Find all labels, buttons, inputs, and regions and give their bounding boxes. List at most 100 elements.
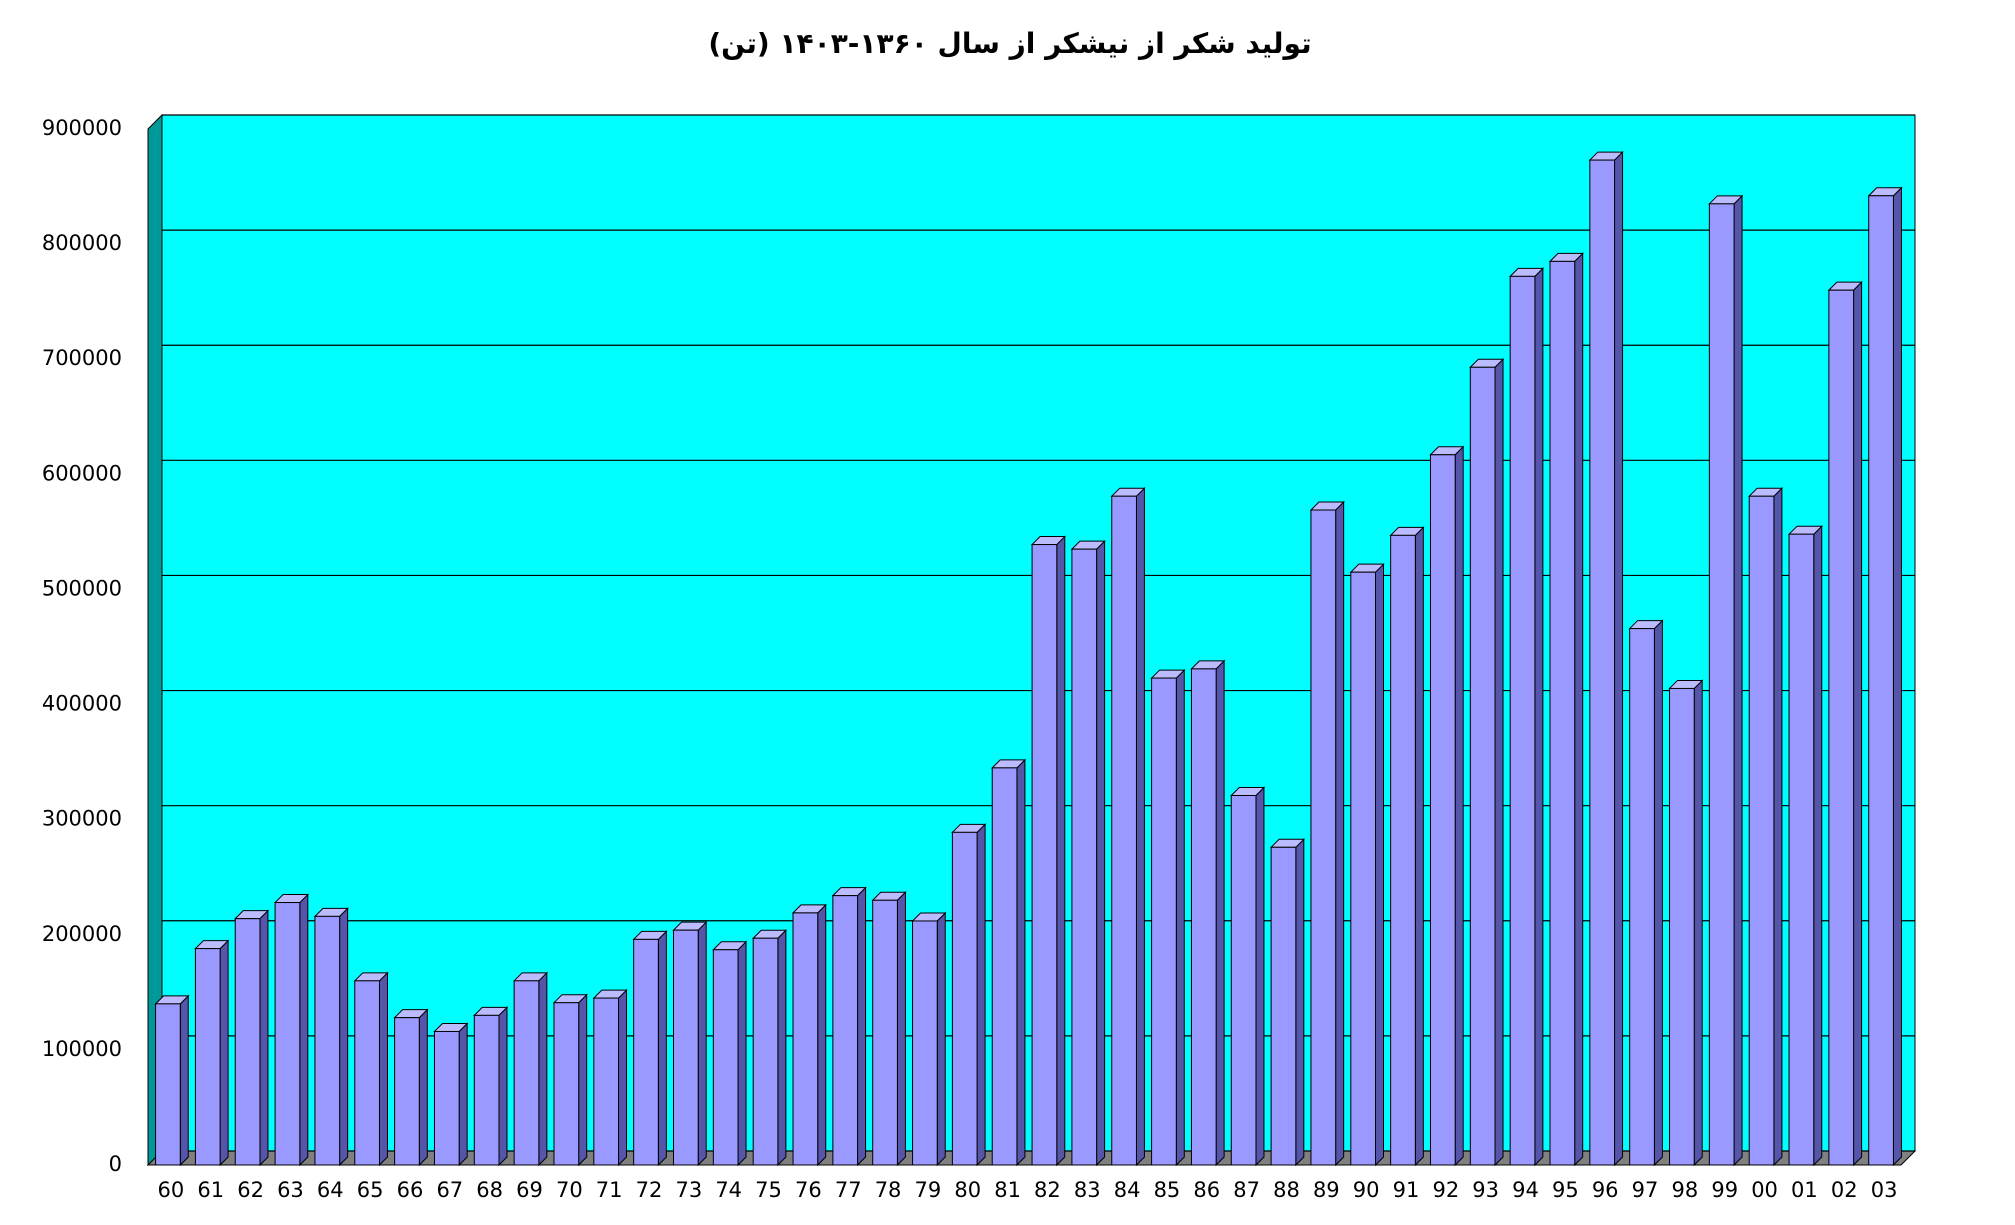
- bar-side: [1414, 526, 1424, 1167]
- bar: [1429, 454, 1456, 1166]
- bar-side: [458, 1022, 468, 1167]
- x-tick-label: 81: [994, 1178, 1021, 1202]
- bar: [1190, 668, 1217, 1166]
- x-tick-label: 91: [1393, 1178, 1420, 1202]
- bar: [712, 949, 739, 1166]
- bar: [194, 948, 221, 1166]
- bar: [1549, 260, 1576, 1166]
- x-tick-label: 60: [158, 1178, 185, 1202]
- bar: [1748, 495, 1775, 1166]
- bar: [872, 899, 898, 1166]
- bar: [1071, 548, 1098, 1166]
- x-tick-label: 68: [476, 1178, 503, 1202]
- x-tick-label: 64: [317, 1178, 344, 1202]
- bar: [1828, 289, 1855, 1166]
- y-tick-label: 600000: [42, 461, 122, 485]
- bar: [394, 1017, 420, 1166]
- y-tick-label: 900000: [42, 116, 122, 140]
- x-tick-label: 96: [1592, 1178, 1619, 1202]
- bar-side: [1574, 252, 1584, 1167]
- bar-side: [179, 994, 189, 1167]
- bar-side: [657, 930, 667, 1167]
- x-tick-label: 65: [357, 1178, 384, 1202]
- bar-side: [777, 929, 787, 1167]
- bar-side: [1016, 758, 1026, 1167]
- bar: [354, 980, 380, 1166]
- x-tick-label: 71: [596, 1178, 623, 1202]
- y-tick-label: 0: [109, 1152, 122, 1176]
- bar: [274, 902, 301, 1166]
- bar-side: [339, 907, 349, 1167]
- bar-side: [1096, 539, 1106, 1167]
- bar-side: [1853, 280, 1863, 1167]
- bar-side: [1135, 486, 1145, 1167]
- bar-side: [259, 909, 269, 1167]
- bar-side: [1056, 535, 1066, 1167]
- bar-side: [857, 886, 867, 1167]
- bar-side: [538, 971, 548, 1167]
- x-tick-label: 62: [237, 1178, 264, 1202]
- x-tick-label: 74: [715, 1178, 742, 1202]
- bar-side: [1773, 486, 1783, 1167]
- bar-side: [1295, 838, 1305, 1167]
- x-tick-label: 76: [795, 1178, 822, 1202]
- bar: [1111, 495, 1137, 1166]
- x-tick-label: 00: [1751, 1178, 1778, 1202]
- bar: [1230, 794, 1257, 1166]
- bar: [1390, 534, 1416, 1166]
- x-tick-label: 87: [1233, 1178, 1260, 1202]
- bar: [234, 918, 261, 1166]
- x-tick-label: 90: [1353, 1178, 1380, 1202]
- y-tick-label: 700000: [42, 346, 122, 370]
- y-tick-label: 100000: [42, 1037, 122, 1061]
- x-tick-label: 98: [1672, 1178, 1699, 1202]
- x-tick-label: 84: [1114, 1178, 1141, 1202]
- bar: [1031, 544, 1058, 1166]
- bar: [673, 929, 699, 1166]
- bar: [1350, 571, 1376, 1166]
- bar: [314, 915, 341, 1166]
- bar-side: [737, 940, 747, 1167]
- bar-side: [1733, 194, 1743, 1167]
- x-tick-label: 82: [1034, 1178, 1061, 1202]
- bar-side: [1614, 150, 1624, 1167]
- x-tick-label: 61: [197, 1178, 224, 1202]
- bar: [433, 1030, 460, 1166]
- bar-side: [1215, 659, 1225, 1167]
- bar: [1310, 509, 1337, 1166]
- bar: [1788, 533, 1815, 1166]
- bar: [1589, 159, 1616, 1166]
- y-tick-label: 800000: [42, 231, 122, 255]
- bar: [1270, 846, 1297, 1166]
- x-tick-label: 72: [636, 1178, 663, 1202]
- bar: [1509, 275, 1536, 1166]
- bar-side: [219, 939, 229, 1167]
- bar: [792, 912, 819, 1166]
- bar-side: [936, 911, 946, 1167]
- bar-side: [1693, 679, 1703, 1167]
- x-tick-label: 89: [1313, 1178, 1340, 1202]
- bar-side: [299, 893, 309, 1167]
- bar: [1868, 195, 1894, 1166]
- bar-side: [578, 993, 588, 1167]
- x-tick-label: 63: [277, 1178, 304, 1202]
- bar-side: [1335, 500, 1345, 1167]
- bar: [593, 997, 620, 1166]
- bar: [991, 767, 1018, 1166]
- x-tick-label: 88: [1273, 1178, 1300, 1202]
- bar-side: [817, 903, 827, 1167]
- x-tick-label: 80: [954, 1178, 981, 1202]
- x-tick-label: 97: [1632, 1178, 1659, 1202]
- bar: [951, 831, 978, 1166]
- y-tick-label: 200000: [42, 922, 122, 946]
- bar-side: [697, 920, 707, 1167]
- x-tick-label: 70: [556, 1178, 583, 1202]
- bar: [155, 1003, 181, 1166]
- x-tick-label: 99: [1711, 1178, 1738, 1202]
- x-tick-label: 69: [516, 1178, 543, 1202]
- bar-side: [1255, 786, 1265, 1167]
- x-tick-label: 85: [1154, 1178, 1181, 1202]
- bar: [633, 938, 659, 1166]
- bar: [513, 980, 540, 1166]
